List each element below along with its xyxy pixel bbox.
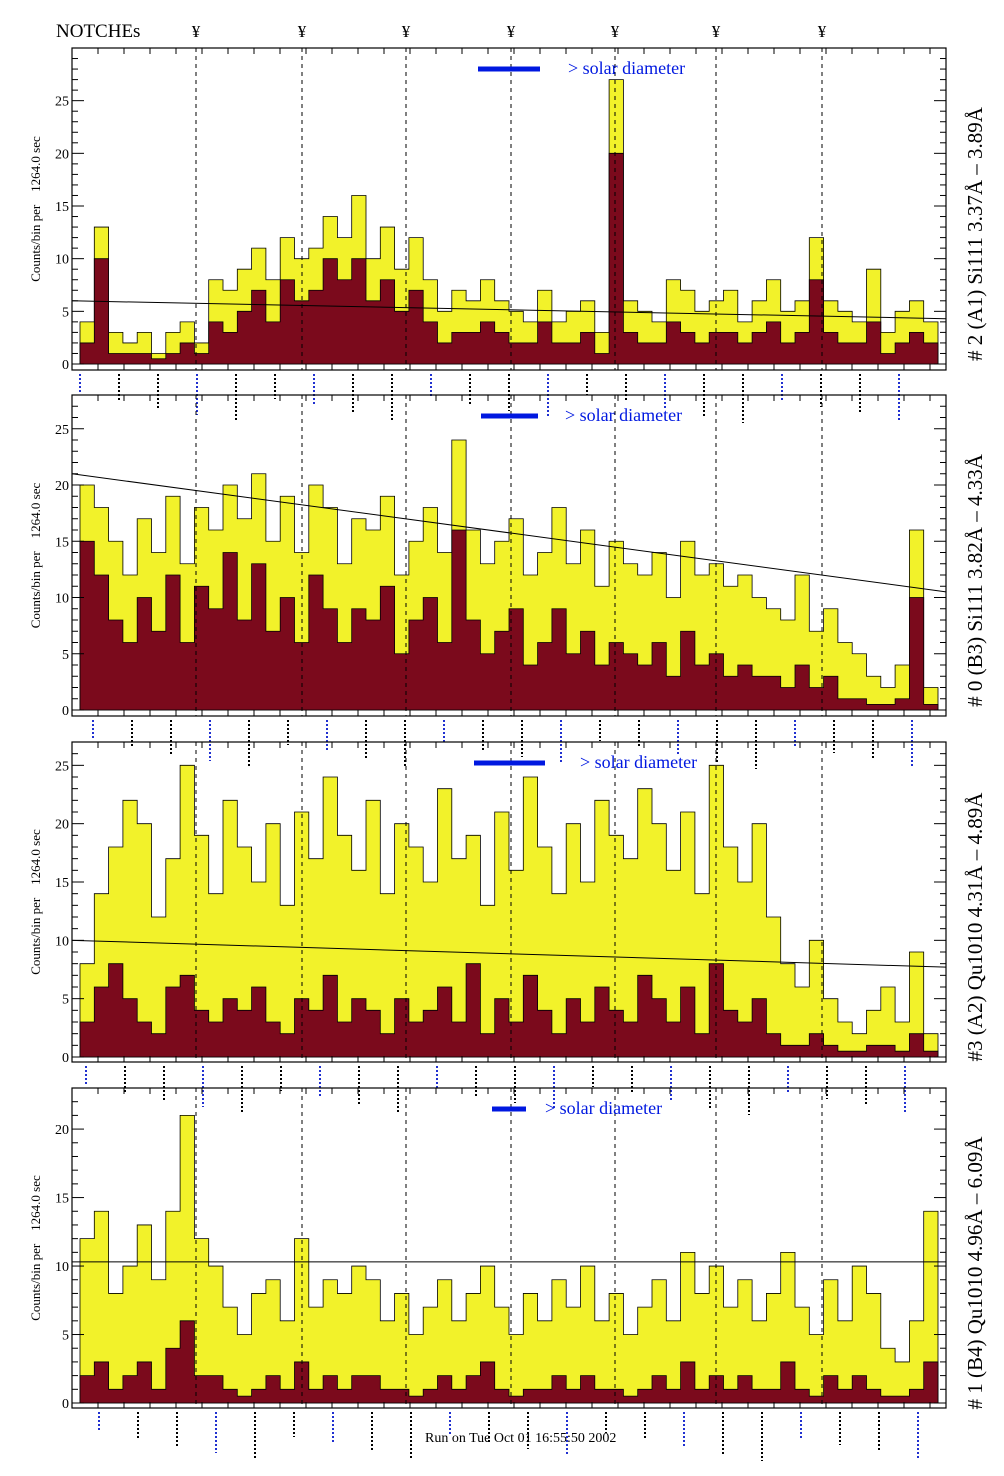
total-histogram [79,1114,939,1404]
legend-label: > solar diameter [580,752,697,772]
run-timestamp: Run on Tue Oct 01 16:55:50 2002 [425,1431,616,1446]
y-tick-label: 15 [55,535,69,550]
y-tick-label: 25 [55,423,69,438]
y-tick-label: 10 [55,253,69,268]
fit-line [71,473,947,593]
y-tick-label: 20 [55,818,69,833]
fit-line [71,300,947,320]
notches-label: NOTCHEs [56,21,140,42]
notch-marker: ¥ [402,22,411,41]
notch-marker: ¥ [712,22,721,41]
panel-title: # 2 (A1) Si111 3.37Å – 3.89Å [963,106,987,361]
y-tick-label: 0 [62,1397,69,1412]
notch-marker: ¥ [611,22,620,41]
panel-title: #3 (A2) Qu1010 4.31Å – 4.89Å [963,792,987,1062]
y-axis-label: Counts/bin per 1264.0 sec [28,829,43,975]
notch-marker: ¥ [192,22,201,41]
panel-3: 0 5 10 15 20 Counts/bin per 1264.0 sec # 1 (B4… [28,1087,987,1461]
y-tick-label: 0 [62,358,69,373]
y-tick-label: 0 [62,704,69,719]
panel-0: 0 5 10 15 20 25 Counts/bin per 1264.0 sec # 2 (… [28,47,987,423]
y-tick-label: 20 [55,479,69,494]
y-tick-label: 10 [55,934,69,949]
plot-frame [71,394,947,717]
subset-histogram [79,152,939,365]
subset-histogram [79,963,939,1058]
subset-histogram [79,529,939,711]
subset-histogram [79,1320,939,1404]
y-tick-label: 25 [55,759,69,774]
panel-title: # 1 (B4) Qu1010 4.96Å – 6.09Å [963,1136,987,1410]
y-axis-label: Counts/bin per 1264.0 sec [28,136,43,282]
plot-frame [71,47,947,371]
y-tick-label: 0 [62,1051,69,1066]
y-tick-label: 15 [55,200,69,215]
panel-1: 0 5 10 15 20 25 Counts/bin per 1264.0 sec # 0 (… [28,394,987,769]
y-tick-label: 10 [55,592,69,607]
y-axis-label: Counts/bin per 1264.0 sec [28,1175,43,1321]
y-tick-label: 5 [62,305,69,320]
legend-label: > solar diameter [565,405,682,425]
y-tick-label: 20 [55,147,69,162]
y-tick-label: 10 [55,1260,69,1275]
y-tick-label: 15 [55,876,69,891]
y-tick-label: 5 [62,648,69,663]
plot-frame [71,741,947,1063]
legend-label: > solar diameter [568,58,685,78]
y-tick-label: 15 [55,1192,69,1207]
y-tick-label: 5 [62,1329,69,1344]
notch-marker: ¥ [507,22,516,41]
plot-frame [71,1087,947,1409]
y-axis-label: Counts/bin per 1264.0 sec [28,483,43,629]
fit-line [71,939,947,968]
notch-marker: ¥ [298,22,307,41]
y-tick-label: 5 [62,993,69,1008]
y-tick-label: 20 [55,1123,69,1138]
notch-marker: ¥ [818,22,827,41]
legend-label: > solar diameter [545,1098,662,1118]
y-tick-label: 25 [55,95,69,110]
panel-2: 0 5 10 15 20 25 Counts/bin per 1264.0 sec #3 (A… [28,741,987,1115]
panel-title: # 0 (B3) Si111 3.82Å – 4.33Å [963,453,987,707]
